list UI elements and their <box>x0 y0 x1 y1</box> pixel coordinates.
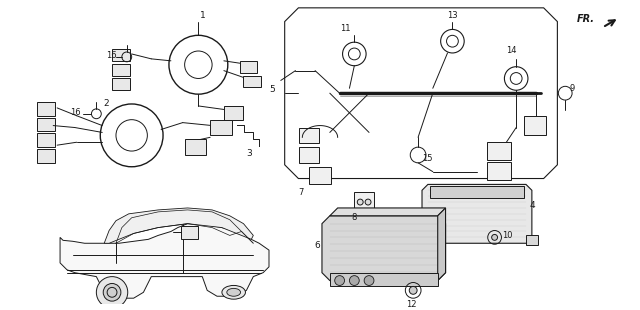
Circle shape <box>335 276 344 286</box>
Text: 5: 5 <box>269 85 275 94</box>
Polygon shape <box>438 208 445 281</box>
Text: 6: 6 <box>314 241 320 250</box>
Text: 2: 2 <box>104 100 109 108</box>
Text: 15: 15 <box>422 154 433 163</box>
Bar <box>309 167 331 184</box>
Polygon shape <box>104 208 253 243</box>
Bar <box>487 162 511 179</box>
Bar <box>487 142 511 160</box>
Text: 8: 8 <box>351 213 357 222</box>
Text: 12: 12 <box>406 300 417 309</box>
Text: 1: 1 <box>200 11 206 20</box>
Bar <box>38 118 55 131</box>
Bar <box>330 273 438 286</box>
Bar <box>526 235 538 245</box>
Bar <box>430 186 524 198</box>
Bar <box>180 226 198 239</box>
Polygon shape <box>422 184 532 243</box>
Text: 9: 9 <box>569 84 574 93</box>
Polygon shape <box>330 208 445 216</box>
Circle shape <box>97 277 128 308</box>
Polygon shape <box>60 224 269 298</box>
Bar <box>112 64 130 76</box>
Bar <box>224 106 243 120</box>
Circle shape <box>365 199 371 205</box>
Bar <box>239 61 257 73</box>
Text: 14: 14 <box>506 46 517 55</box>
Text: 16: 16 <box>70 108 81 117</box>
Polygon shape <box>322 216 445 281</box>
Text: 13: 13 <box>447 11 458 20</box>
Text: 11: 11 <box>340 24 350 33</box>
Bar <box>243 76 261 87</box>
Ellipse shape <box>227 288 241 296</box>
Bar <box>422 235 434 245</box>
Circle shape <box>492 234 497 240</box>
Circle shape <box>103 283 121 301</box>
Text: FR.: FR. <box>577 14 595 24</box>
Circle shape <box>357 199 363 205</box>
Bar <box>210 120 232 135</box>
Circle shape <box>409 286 417 294</box>
Bar <box>184 139 206 155</box>
Bar <box>112 78 130 90</box>
Bar <box>38 102 55 116</box>
Text: 7: 7 <box>298 188 304 197</box>
Bar <box>112 49 130 61</box>
Bar <box>524 116 546 135</box>
Text: 4: 4 <box>530 202 536 210</box>
Bar <box>300 127 319 143</box>
Bar <box>355 192 374 210</box>
Text: 16: 16 <box>106 51 116 60</box>
Circle shape <box>364 276 374 286</box>
Bar <box>300 147 319 163</box>
Text: 3: 3 <box>246 149 252 158</box>
Circle shape <box>349 276 359 286</box>
Bar <box>38 133 55 147</box>
Bar <box>38 149 55 163</box>
Ellipse shape <box>222 286 246 299</box>
Text: 10: 10 <box>502 231 513 240</box>
